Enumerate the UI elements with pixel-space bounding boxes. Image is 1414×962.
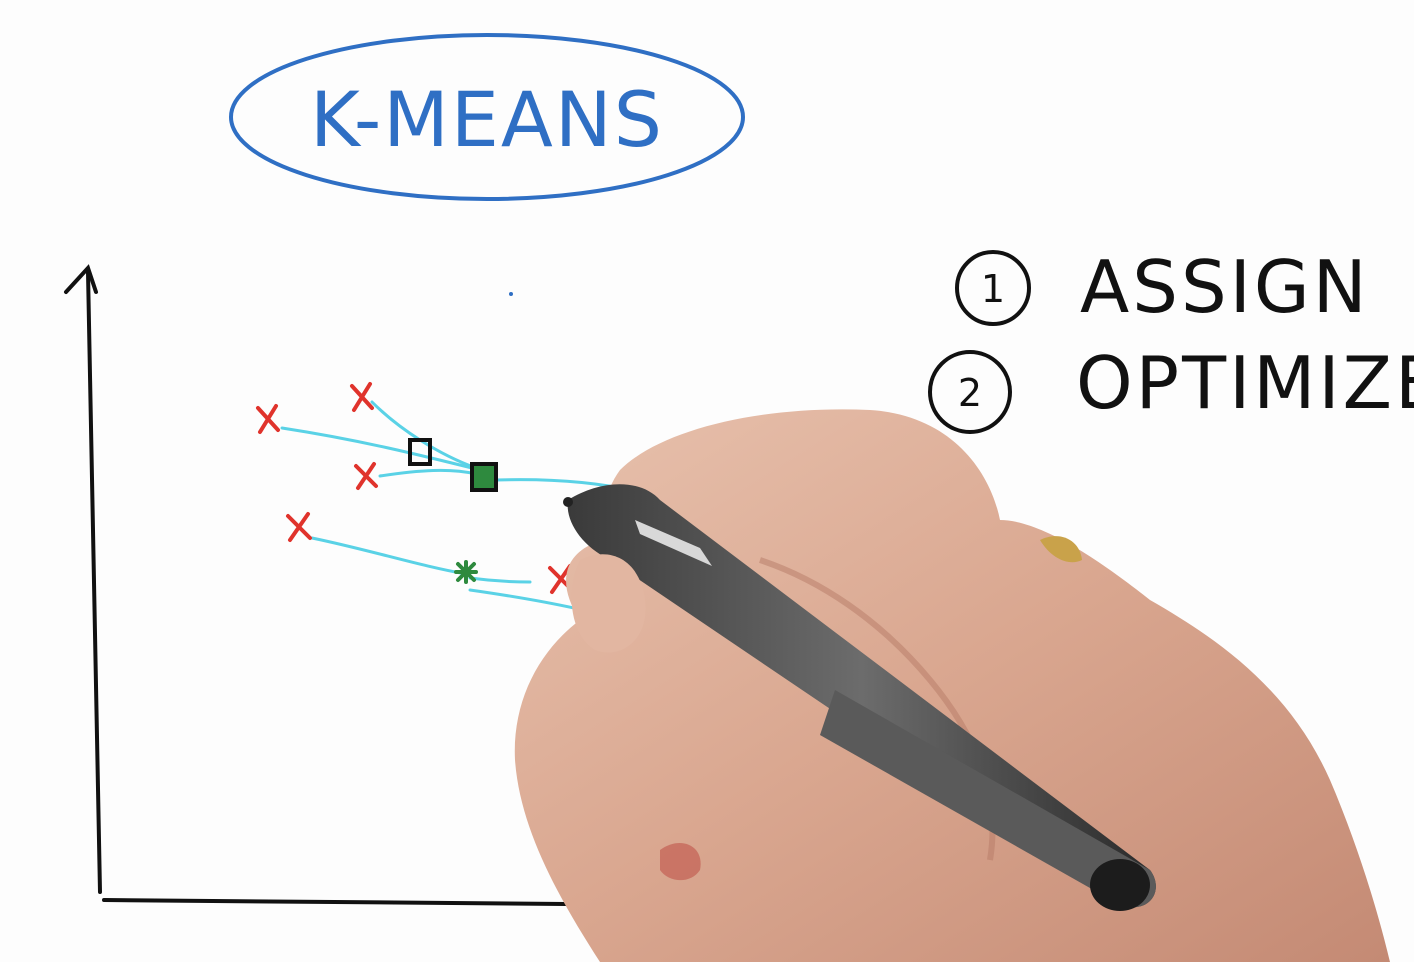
y-axis	[86, 270, 102, 894]
step-1-number: 1	[981, 267, 1005, 311]
knuckle-mark	[660, 842, 701, 881]
step-1: 1 ASSIGN	[955, 245, 1370, 329]
step-2: 2 OPTIMIZE	[928, 341, 1414, 434]
title-text: K-MEANS	[310, 75, 664, 164]
data-point-x	[256, 404, 280, 434]
assignment-lines	[280, 400, 670, 624]
hand-icon	[514, 409, 1390, 962]
steps-list: 1 ASSIGN 2 OPTIMIZE	[928, 245, 1414, 434]
step-2-number: 2	[958, 371, 982, 415]
step-2-label: OPTIMIZE	[1076, 341, 1414, 425]
data-point-x	[354, 462, 378, 490]
title-oval	[229, 33, 745, 201]
centroids	[408, 438, 498, 584]
title-group: K-MEANS	[229, 33, 745, 201]
finger-overlap	[571, 554, 646, 653]
centroid-old-square	[408, 438, 432, 466]
pen-icon	[563, 484, 1156, 911]
step-1-label: ASSIGN	[1080, 245, 1370, 329]
stray-dot	[509, 292, 513, 296]
y-axis-arrowhead	[64, 264, 98, 294]
data-point-x	[350, 382, 374, 412]
centroid-upper-square	[470, 462, 498, 492]
hand-with-pen	[514, 409, 1390, 962]
centroid-lower-star	[454, 560, 478, 584]
data-point-x	[286, 512, 312, 542]
step-1-number-circle	[955, 250, 1031, 326]
ring-icon	[1040, 536, 1082, 563]
step-2-number-circle	[928, 350, 1012, 434]
